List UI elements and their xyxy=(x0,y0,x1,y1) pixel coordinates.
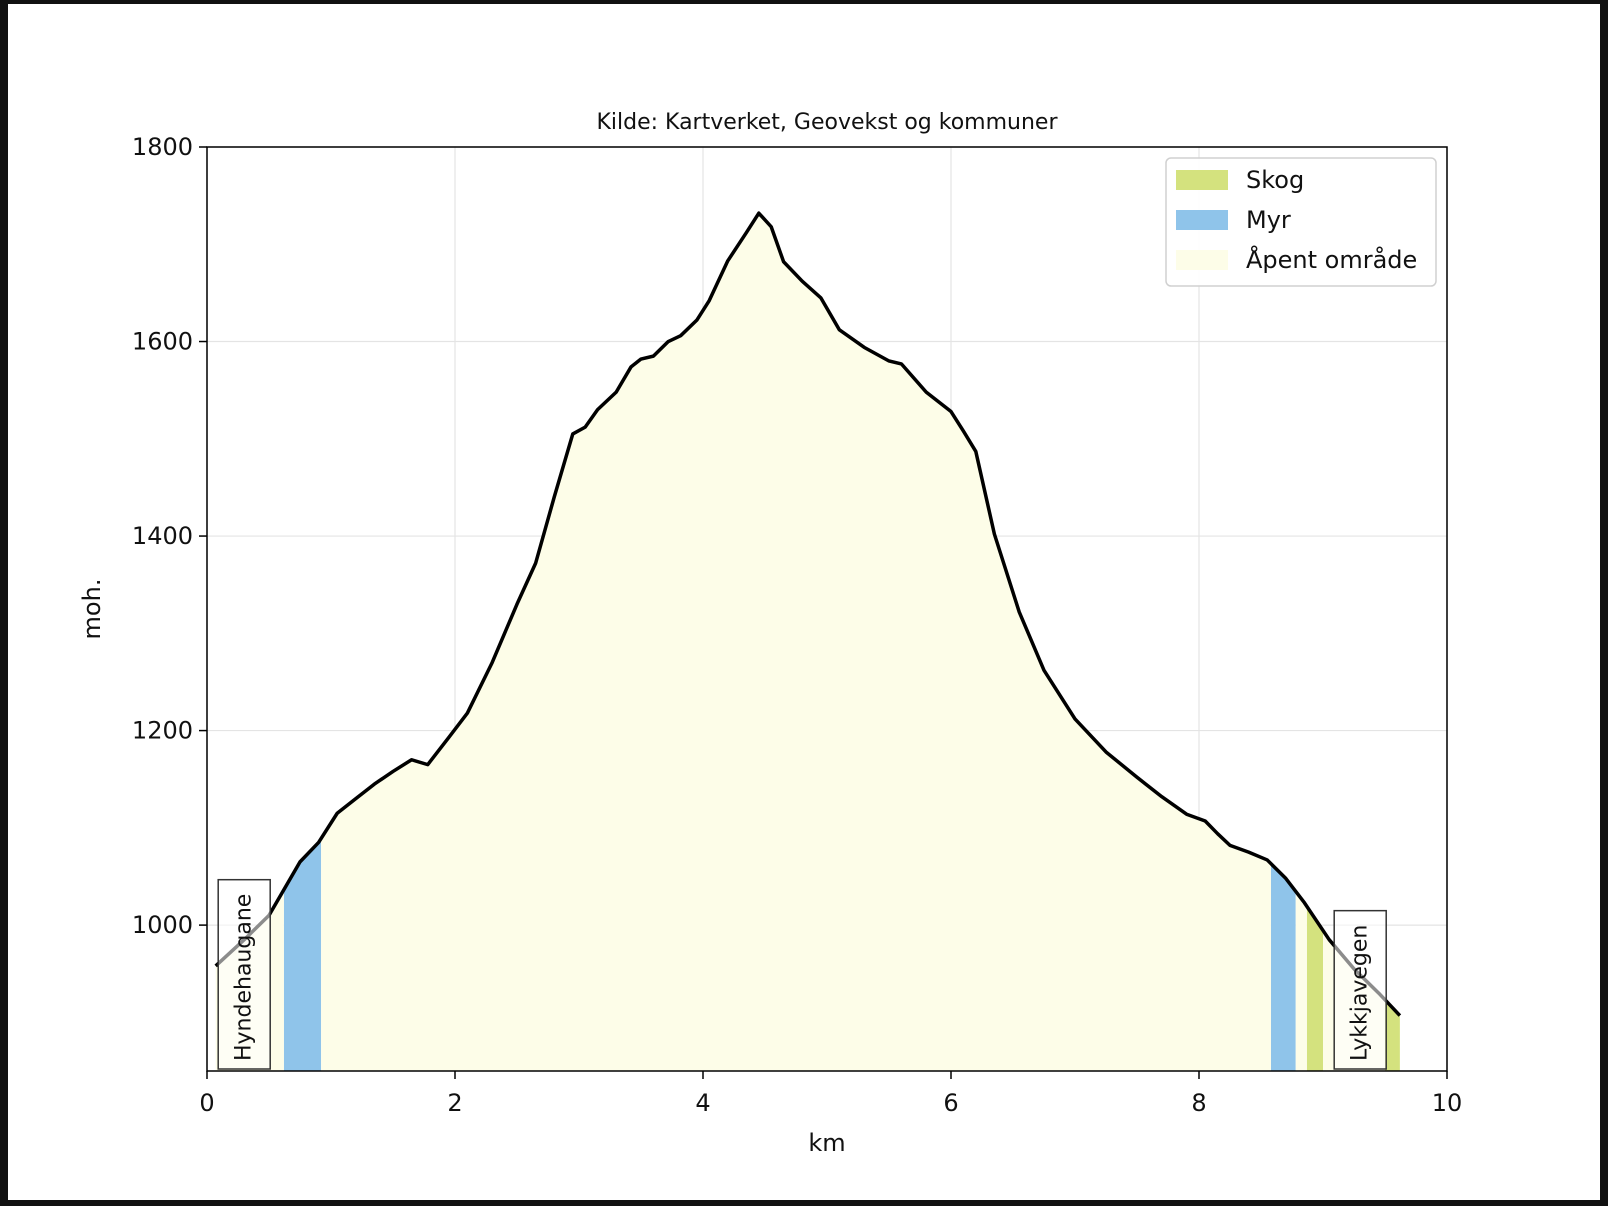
legend-label: Skog xyxy=(1246,166,1304,194)
legend: Skog Myr Åpent område xyxy=(1165,157,1437,287)
place-label: Hyndehaugane xyxy=(217,878,271,1070)
axis-ticks: 0 2 4 6 8 10 1000 1200 1400 1600 1800 xyxy=(132,133,1462,1117)
place-label-text: Lykkjavegen xyxy=(1348,925,1373,1061)
legend-label: Åpent område xyxy=(1246,245,1417,274)
landcover-fill-myr xyxy=(283,838,322,1071)
place-annotations: Hyndehaugane Lykkjavegen xyxy=(217,878,1387,1070)
y-tick-label: 1600 xyxy=(132,328,193,356)
legend-swatch xyxy=(1176,210,1228,230)
landcover-fill--pent-omr-de xyxy=(1295,891,1307,1071)
landcover-fill-skog xyxy=(1385,999,1400,1071)
legend-box xyxy=(1165,157,1437,287)
x-tick-label: 8 xyxy=(1191,1089,1206,1117)
landcover-fill-myr xyxy=(1270,863,1296,1071)
axes-frame xyxy=(206,146,1448,1072)
x-tick-label: 0 xyxy=(199,1089,214,1117)
x-tick-label: 2 xyxy=(447,1089,462,1117)
place-label-box xyxy=(217,878,271,1070)
x-tick-label: 4 xyxy=(695,1089,710,1117)
x-axis-label: km xyxy=(808,1129,845,1157)
place-label: Lykkjavegen xyxy=(1333,909,1387,1070)
x-tick-label: 6 xyxy=(943,1089,958,1117)
landcover-fill-skog xyxy=(1306,906,1323,1071)
place-label-box xyxy=(1333,909,1387,1070)
y-axis-label: moh. xyxy=(78,579,106,640)
legend-label: Myr xyxy=(1246,206,1291,234)
x-tick-label: 10 xyxy=(1432,1089,1463,1117)
legend-swatch xyxy=(1176,170,1228,190)
legend-swatch xyxy=(1176,250,1228,270)
elevation-line xyxy=(214,211,1402,1017)
landcover-fills xyxy=(215,213,1400,1072)
landcover-fill--pent-omr-de xyxy=(321,213,1271,1072)
elevation-line-group xyxy=(214,211,1402,1017)
y-tick-label: 1000 xyxy=(132,911,193,939)
y-tick-label: 1200 xyxy=(132,717,193,745)
y-tick-label: 1800 xyxy=(132,133,193,161)
place-label-text: Hyndehaugane xyxy=(232,894,257,1061)
y-tick-label: 1400 xyxy=(132,522,193,550)
chart-title: Kilde: Kartverket, Geovekst og kommuner xyxy=(596,110,1058,135)
